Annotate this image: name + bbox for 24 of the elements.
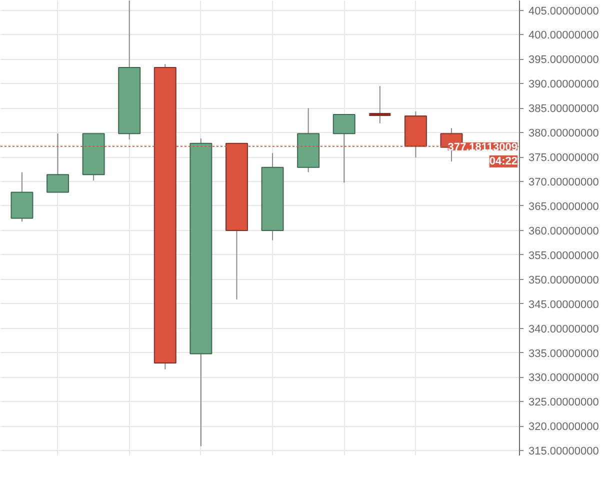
y-tick-label: 330.00000000 bbox=[528, 372, 599, 384]
y-tick-label: 345.00000000 bbox=[528, 298, 599, 311]
candlestick bbox=[332, 114, 356, 183]
y-tick-label: 405.00000000 bbox=[528, 5, 599, 18]
y-tick-label: 375.00000000 bbox=[528, 152, 599, 164]
y-tick-label: 370.00000000 bbox=[528, 176, 599, 189]
y-tick-label: 335.00000000 bbox=[528, 348, 599, 360]
y-tick-label: 355.00000000 bbox=[528, 250, 599, 262]
y-tick-label: 350.00000000 bbox=[528, 274, 599, 286]
ref-line-label: 377.18113009 bbox=[448, 141, 518, 154]
y-tick-label: 315.00000000 bbox=[528, 446, 599, 458]
y-tick-label: 360.00000000 bbox=[528, 225, 599, 238]
y-tick-label: 325.00000000 bbox=[528, 396, 599, 409]
y-tick-label: 385.00000000 bbox=[528, 103, 599, 116]
y-tick-label: 395.00000000 bbox=[528, 54, 599, 66]
text: 04:22 bbox=[489, 155, 518, 168]
y-tick-label: 380.00000000 bbox=[528, 128, 599, 140]
y-tick-label: 340.00000000 bbox=[528, 323, 599, 336]
candlestick bbox=[369, 86, 391, 124]
y-tick-label: 365.00000000 bbox=[528, 200, 599, 213]
y-tick-label: 320.00000000 bbox=[528, 421, 599, 434]
candlestick bbox=[46, 133, 70, 193]
y-tick-label: 400.00000000 bbox=[528, 30, 599, 42]
y-tick-label: 390.00000000 bbox=[528, 78, 599, 91]
